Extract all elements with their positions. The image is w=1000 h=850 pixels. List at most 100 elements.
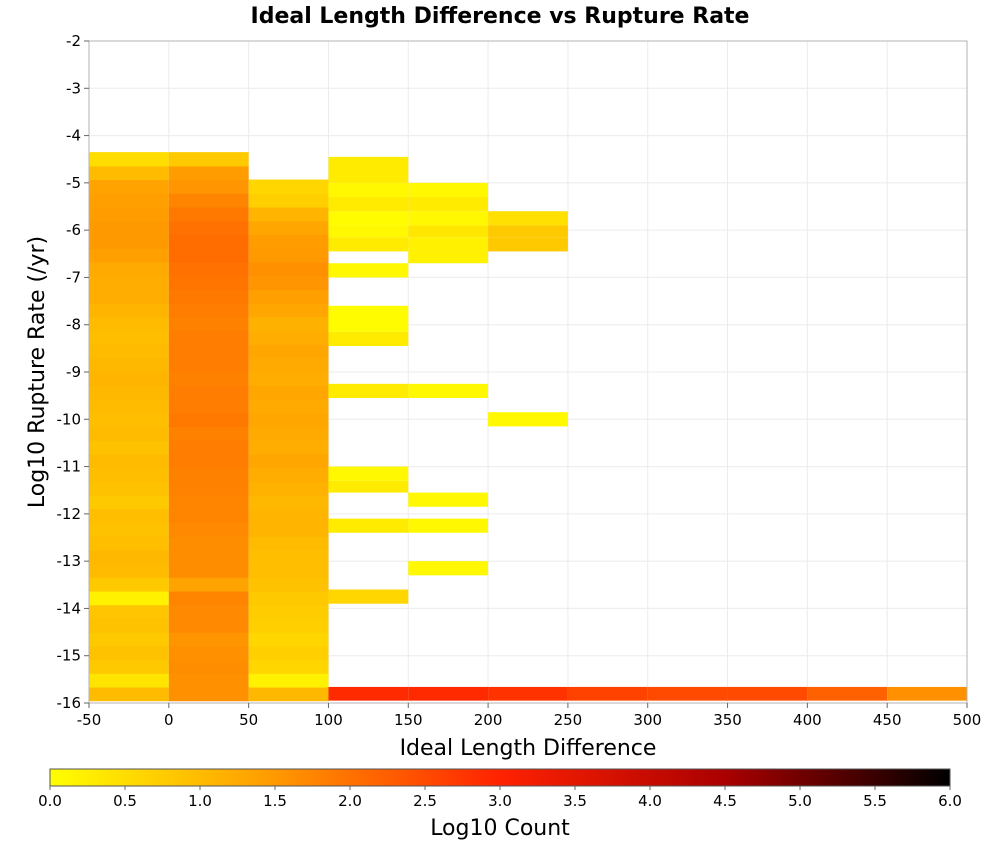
heatmap-cell	[488, 211, 568, 226]
y-tick-label: -2	[66, 32, 81, 50]
heatmap-cell	[89, 549, 169, 565]
heatmap-cell	[248, 261, 329, 277]
y-tick-label: -10	[57, 410, 82, 428]
heatmap-cell	[168, 508, 249, 523]
x-tick-label: 250	[554, 711, 583, 729]
heatmap-cell	[89, 577, 169, 592]
colorbar-tick-label: 0.5	[113, 792, 137, 810]
heatmap-cells	[89, 152, 967, 702]
heatmap-cell	[248, 522, 329, 537]
x-tick-label: 500	[953, 711, 982, 729]
heatmap-cell	[168, 330, 249, 345]
heatmap-cell	[408, 237, 489, 252]
colorbar-tick-label: 4.0	[638, 792, 662, 810]
colorbar-tick-label: 0.0	[38, 792, 62, 810]
colorbar-tick-label: 1.5	[263, 792, 287, 810]
heatmap-cell	[168, 645, 249, 661]
y-tick-label: -11	[57, 458, 82, 476]
heatmap-cell	[168, 234, 249, 249]
colorbar	[49, 768, 951, 787]
colorbar-tick-label: 2.5	[413, 792, 437, 810]
y-tick-label: -7	[66, 268, 81, 286]
heatmap-cell	[89, 673, 169, 688]
heatmap-cell	[408, 211, 489, 226]
heatmap-cell	[248, 371, 329, 386]
heatmap-cell	[89, 563, 169, 578]
heatmap-cell	[168, 220, 249, 235]
heatmap-cell	[248, 206, 329, 222]
heatmap-cell	[89, 289, 169, 304]
heatmap-cell	[408, 518, 489, 533]
heatmap-cell	[89, 275, 169, 290]
heatmap-cell	[248, 385, 329, 400]
heatmap-cell	[89, 385, 169, 400]
heatmap-cell	[89, 426, 169, 441]
heatmap-cell	[248, 563, 329, 578]
heatmap-cell	[168, 659, 249, 674]
heatmap-cell	[727, 686, 808, 701]
heatmap-cell	[89, 467, 169, 482]
heatmap-cell	[168, 453, 249, 469]
heatmap-cell	[168, 248, 249, 263]
heatmap-cell	[168, 289, 249, 304]
heatmap-cell	[168, 316, 249, 331]
heatmap-cell	[168, 549, 249, 565]
heatmap-cell	[328, 263, 409, 278]
heatmap-cell	[89, 220, 169, 235]
heatmap-cell	[248, 453, 329, 469]
heatmap-cell	[89, 508, 169, 523]
y-tick-label: -5	[66, 174, 81, 192]
heatmap-cell	[168, 467, 249, 482]
heatmap-cell	[248, 193, 329, 208]
heatmap-cell	[488, 225, 568, 238]
heatmap-cell	[168, 165, 249, 181]
heatmap-cell	[89, 302, 169, 318]
heatmap-cell	[248, 659, 329, 674]
heatmap-cell	[408, 225, 489, 238]
heatmap-cell	[248, 330, 329, 345]
y-tick-label: -8	[66, 316, 81, 334]
heatmap-cell	[328, 225, 409, 238]
x-tick-label: 300	[633, 711, 662, 729]
heatmap-cell	[248, 577, 329, 592]
x-tick-label: 400	[793, 711, 822, 729]
heatmap-cell	[248, 632, 329, 647]
heatmap-cell	[168, 179, 249, 194]
heatmap-cell	[168, 302, 249, 318]
heatmap-cell	[168, 398, 249, 414]
heatmap-cell	[248, 549, 329, 565]
x-tick-label: 200	[474, 711, 503, 729]
heatmap-cell	[168, 344, 249, 359]
heatmap-cell	[248, 686, 329, 702]
heatmap-cell	[89, 645, 169, 661]
heatmap-cell	[89, 453, 169, 469]
x-tick-label: -50	[77, 711, 102, 729]
y-tick-label: -13	[57, 552, 82, 570]
heatmap-cell	[408, 251, 489, 264]
y-tick-label: -14	[57, 599, 82, 617]
x-tick-label: 450	[873, 711, 902, 729]
heatmap-cell	[248, 467, 329, 482]
heatmap-cell	[89, 494, 169, 510]
heatmap-cell	[89, 165, 169, 181]
heatmap-cell	[168, 481, 249, 496]
heatmap-cell	[248, 398, 329, 414]
heatmap-cell	[328, 197, 409, 212]
x-tick-label: 350	[713, 711, 742, 729]
colorbar-tick-label: 5.0	[788, 792, 812, 810]
heatmap-cell	[168, 604, 249, 619]
heatmap-cell	[248, 604, 329, 619]
heatmap-cell	[328, 480, 409, 493]
heatmap-cell	[89, 659, 169, 674]
heatmap-cell	[408, 492, 489, 507]
heatmap-cell	[89, 618, 169, 633]
colorbar-tick-label: 2.0	[338, 792, 362, 810]
heatmap-cell	[168, 673, 249, 688]
heatmap-cell	[408, 182, 489, 198]
heatmap-cell	[89, 398, 169, 414]
heatmap-cell	[89, 357, 169, 373]
heatmap-cell	[89, 686, 169, 702]
heatmap-cell	[89, 261, 169, 277]
heatmap-cell	[168, 426, 249, 441]
heatmap-cell	[248, 508, 329, 523]
